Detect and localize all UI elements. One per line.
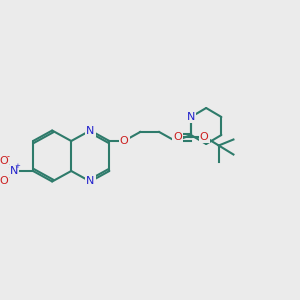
Text: +: + <box>15 163 20 169</box>
Text: N: N <box>10 166 18 176</box>
Text: -: - <box>7 152 10 161</box>
Text: O: O <box>200 131 208 142</box>
Text: O: O <box>120 136 128 146</box>
Text: O: O <box>0 176 8 187</box>
Text: N: N <box>86 125 94 136</box>
Text: O: O <box>0 155 8 166</box>
Text: N: N <box>86 176 94 187</box>
Text: O: O <box>173 131 182 142</box>
Text: N: N <box>187 112 195 122</box>
